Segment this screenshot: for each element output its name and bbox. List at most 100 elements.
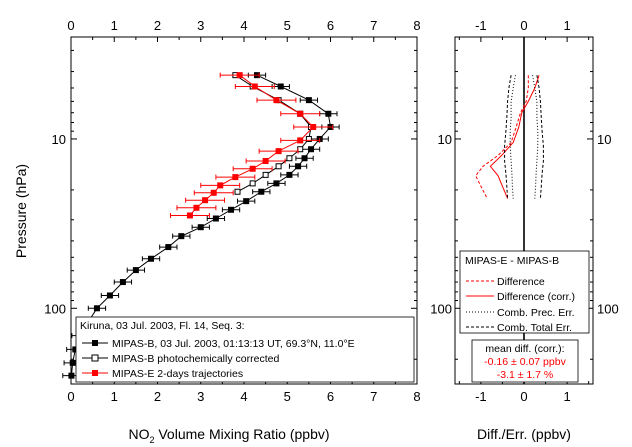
mean-diff-frame [471,339,579,383]
data-point [212,215,219,222]
left-data-marks [62,72,340,379]
data-point [93,305,100,312]
data-point [297,137,304,144]
series-line [70,74,332,376]
data-point [234,188,241,195]
left-xtick-label-bottom: 7 [370,389,377,404]
difference-line [489,75,540,199]
right-ytick-label-right: 100 [597,301,619,316]
data-point [193,204,200,211]
data-point [69,359,76,366]
data-point [249,180,256,187]
data-point [217,182,224,189]
left-xtick-label-top: 6 [327,18,334,33]
data-point [228,206,235,213]
left-tick-labels: 0 0 1 1 2 2 3 3 4 4 5 5 6 6 7 7 8 8 10 100 [44,18,420,404]
data-point [275,163,282,170]
right-xtick-label-bottom: 1 [564,389,571,404]
left-legend-box [75,316,415,383]
legend-marker-mipas-e [92,370,98,376]
right-ytick-label-right: 10 [597,132,611,147]
right-legend: MIPAS-E - MIPAS-B Difference Difference … [459,250,590,334]
error-envelope-positive [536,75,544,199]
data-point [232,174,239,181]
data-point [106,292,113,299]
legend-label-mipas-e: MIPAS-E 2-days trajectories [112,368,243,380]
left-xtick-label-top: 7 [370,18,377,33]
diff-series-3 [504,75,544,199]
right-xlabel: Diff./Err. (ppbv) [477,426,571,442]
data-point [243,198,250,205]
right-legend-box [459,250,590,334]
left-xlabel: NO2 Volume Mixing Ratio (ppbv) [128,426,329,445]
right-ytick-label-left: 10 [438,132,452,147]
data-point [286,155,293,162]
mean-diff-percent: -3.1 ± 1.7 % [497,369,554,381]
data-point [308,146,315,153]
left-xtick-label-top: 2 [154,18,161,33]
diff-series-0 [475,75,529,199]
left-xlabel-main: NO [128,426,149,442]
left-panel: 0 0 1 1 2 2 3 3 4 4 5 5 6 6 7 7 8 8 10 100 Pressure (hPa) N… [13,18,421,445]
data-point [210,189,217,196]
data-point [165,244,172,251]
data-point [236,72,243,79]
data-point [132,267,139,274]
diff-series-2 [509,75,539,199]
left-legend: Kiruna, 03 Jul. 2003, Fl. 14, Seq. 3: MI… [75,316,415,383]
left-xlabel-rest: Volume Mixing Ratio (ppbv) [154,426,329,442]
data-point [202,197,209,204]
data-point [186,212,193,219]
legend-label-comb-total-err: Comb. Total Err. [497,322,572,334]
legend-label-difference-corr: Difference (corr.) [497,291,575,303]
left-ytick-label: 100 [44,301,66,316]
left-xtick-label-bottom: 5 [284,389,291,404]
data-point [310,123,317,130]
left-xtick-label-top: 8 [413,18,420,33]
legend-entry-difference: Difference [466,276,545,288]
mean-diff-title: mean diff. (corr.): [485,343,564,355]
data-point [178,233,185,240]
data-point [325,110,332,117]
left-ylabel: Pressure (hPa) [13,164,29,258]
legend-label-mipas-b: MIPAS-B, 03 Jul. 2003, 01:13:13 UT, 69.3… [112,338,355,350]
data-point [273,97,280,104]
legend-entry-mipas-b: MIPAS-B, 03 Jul. 2003, 01:13:13 UT, 69.3… [82,338,355,350]
data-point [262,158,269,165]
data-point [273,180,280,187]
right-panel: -1 -1 0 0 1 1 10 10 100 100 Diff./Err. (ppbv) MIP… [430,18,618,442]
data-point [295,163,302,170]
error-envelope-negative [509,75,516,199]
series-2 [169,72,334,219]
data-point [251,83,258,90]
left-xtick-label-top: 0 [67,18,74,33]
data-point [297,110,304,117]
left-xlabel-sub: 2 [149,435,154,445]
legend-entry-mipas-e: MIPAS-E 2-days trajectories [82,368,243,380]
right-xtick-label-top: 0 [520,18,527,33]
mean-diff-box: mean diff. (corr.): -0.16 ± 0.07 ppbv -3… [471,339,579,383]
right-ytick-label-left: 100 [430,301,452,316]
series-1 [232,72,315,195]
right-xtick-label-top: 1 [564,18,571,33]
data-point [305,97,312,104]
difference-line [475,75,529,199]
right-xtick-label-bottom: 0 [520,389,527,404]
data-point [301,155,308,162]
data-point [305,135,312,142]
data-point [275,148,282,155]
data-point [249,165,256,172]
data-point [197,224,204,231]
right-xtick-label-bottom: -1 [475,389,487,404]
right-plot-frame [454,36,594,385]
legend-marker-mipas-b-corrected [91,354,99,362]
mean-diff-ppbv: -0.16 ± 0.07 ppbv [484,356,566,368]
right-tick-labels: -1 -1 0 0 1 1 10 10 100 100 [430,18,618,404]
left-xtick-label-top: 3 [197,18,204,33]
left-xtick-label-bottom: 2 [154,389,161,404]
data-point [119,279,126,286]
left-xtick-label-top: 5 [284,18,291,33]
left-xtick-label-bottom: 3 [197,389,204,404]
legend-entry-comb-prec-err: Comb. Prec. Err. [466,307,575,319]
data-point [148,255,155,262]
